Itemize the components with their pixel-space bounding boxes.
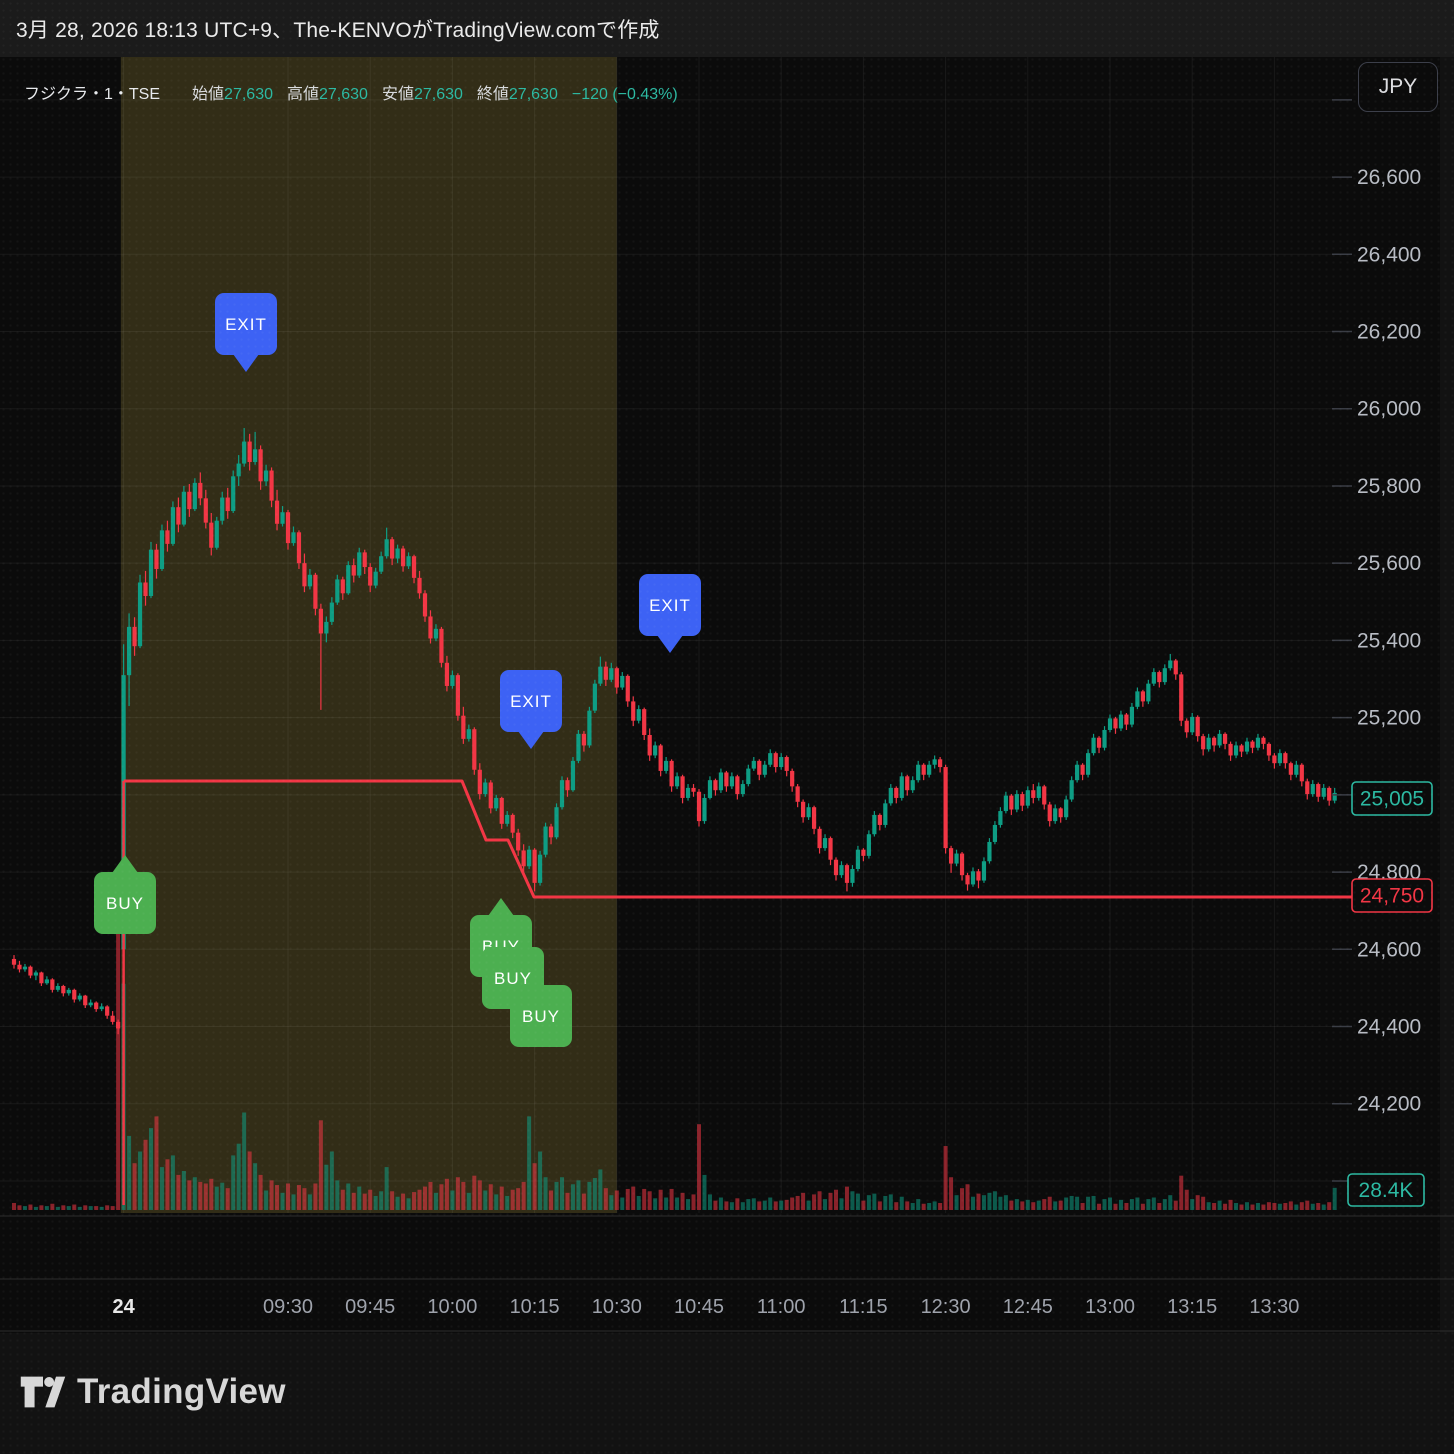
buy-marker[interactable]: BUY xyxy=(510,985,572,1047)
exit-marker[interactable]: EXIT xyxy=(500,670,562,749)
time-tick: 24 xyxy=(112,1296,135,1318)
chart-legend[interactable]: フジクラ・1・TSE 始値 27,630 高値 27,630 安値 27,630… xyxy=(24,80,678,104)
high-value: 27,630 xyxy=(319,86,368,103)
svg-text:28.4K: 28.4K xyxy=(1359,1179,1414,1202)
marker-label: BUY xyxy=(106,894,144,913)
time-axis[interactable]: 24 09:30 09:45 10:00 10:15 10:30 10:45 11:00 11:… xyxy=(112,1296,1299,1318)
price-tick: 26,200 xyxy=(1357,321,1421,344)
low-value: 27,630 xyxy=(413,86,463,103)
tradingview-logo-text: TradingView xyxy=(77,1372,286,1411)
last-price-label: 25,005 xyxy=(1351,781,1433,816)
price-tick: 25,600 xyxy=(1357,552,1421,575)
tradingview-logo[interactable]: TradingView xyxy=(20,1372,286,1412)
marker-label: BUY xyxy=(522,1007,560,1026)
marker-label: BUY xyxy=(494,969,532,988)
time-tick: 13:15 xyxy=(1167,1296,1217,1318)
trailing-stop-line xyxy=(122,779,1354,1205)
price-tick: 26,400 xyxy=(1357,243,1421,266)
attribution-text: 3月 28, 2026 18:13 UTC+9、The-KENVOがTradin… xyxy=(16,18,660,42)
price-tick: 26,600 xyxy=(1357,166,1421,189)
price-tick: 25,400 xyxy=(1357,629,1421,652)
time-tick: 13:00 xyxy=(1085,1296,1135,1318)
open-value: 27,630 xyxy=(224,86,273,103)
symbol-title[interactable]: フジクラ・1・TSE xyxy=(24,86,161,103)
volume-label: 28.4K xyxy=(1347,1173,1425,1207)
time-tick: 10:30 xyxy=(592,1296,642,1318)
time-tick: 13:30 xyxy=(1249,1296,1299,1318)
svg-text:25,005: 25,005 xyxy=(1360,788,1424,811)
time-tick: 09:45 xyxy=(345,1296,395,1318)
marker-label: EXIT xyxy=(225,315,267,334)
marker-label: EXIT xyxy=(649,596,691,615)
price-tick: 26,000 xyxy=(1357,398,1421,421)
exit-marker[interactable]: EXIT xyxy=(639,574,701,653)
time-tick: 09:30 xyxy=(263,1296,313,1318)
volume-bars xyxy=(12,933,1337,1210)
time-tick: 12:45 xyxy=(1003,1296,1053,1318)
price-tick: 24,600 xyxy=(1357,938,1421,961)
high-label: 高値 xyxy=(286,86,319,103)
time-tick: 10:00 xyxy=(427,1296,477,1318)
close-label: 終値 xyxy=(476,86,509,103)
low-label: 安値 xyxy=(381,86,414,103)
stop-price-label: 24,750 xyxy=(1351,878,1433,913)
price-tick: 25,200 xyxy=(1357,707,1421,730)
open-label: 始値 xyxy=(192,86,225,103)
marker-label: EXIT xyxy=(510,692,552,711)
time-tick: 12:30 xyxy=(921,1296,971,1318)
tradingview-logo-icon xyxy=(20,1376,66,1408)
exit-marker[interactable]: EXIT xyxy=(215,293,277,372)
currency-toggle-button[interactable]: JPY xyxy=(1358,62,1438,112)
price-axis[interactable]: 26,600 26,400 26,200 26,000 25,800 25,600 25,4… xyxy=(1332,99,1421,1182)
close-value: 27,630 xyxy=(508,86,558,103)
price-tick: 24,200 xyxy=(1357,1093,1421,1116)
chart-background xyxy=(0,57,1440,1333)
svg-text:24,750: 24,750 xyxy=(1360,885,1424,908)
price-tick: 24,400 xyxy=(1357,1016,1421,1039)
change-value: −120 (−0.43%) xyxy=(571,86,678,103)
time-tick: 11:00 xyxy=(757,1296,806,1318)
snapshot-attribution-bar: 3月 28, 2026 18:13 UTC+9、The-KENVOがTradin… xyxy=(0,0,1454,57)
time-tick: 10:45 xyxy=(674,1296,724,1318)
price-tick: 25,800 xyxy=(1357,475,1421,498)
time-tick: 11:15 xyxy=(839,1296,888,1318)
buy-marker[interactable]: BUY xyxy=(94,855,156,934)
time-tick: 10:15 xyxy=(510,1296,560,1318)
